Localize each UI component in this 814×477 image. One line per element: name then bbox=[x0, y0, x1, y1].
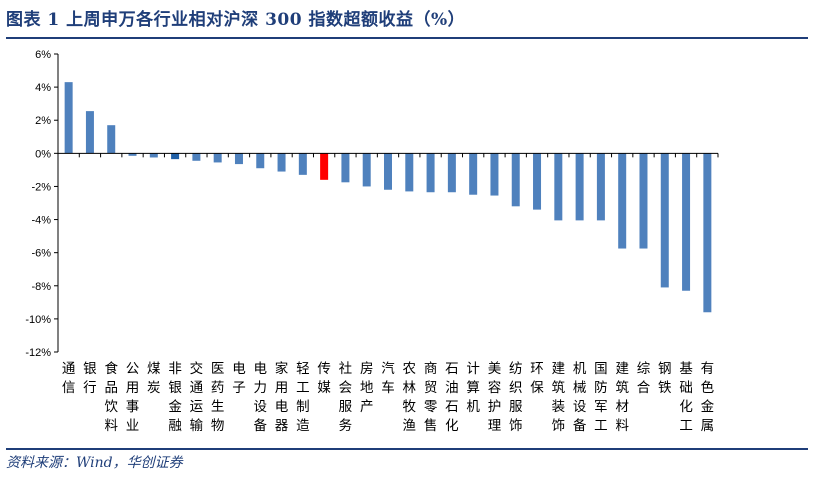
x-category-label: 食品饮料 bbox=[104, 360, 118, 434]
y-axis: 6% 4% 2% 0% -2% -4% -6% -8% -10% -12% bbox=[25, 49, 59, 359]
bar-国防军工 bbox=[596, 153, 605, 221]
y-tick-label: -8% bbox=[31, 281, 51, 293]
y-tick-label: -12% bbox=[25, 347, 51, 359]
bar-电力设备 bbox=[256, 153, 265, 169]
bar-家用电器 bbox=[277, 153, 286, 172]
x-category-label: 医药生物 bbox=[211, 361, 225, 434]
bar-机械设备 bbox=[575, 153, 584, 221]
title-rule bbox=[6, 37, 808, 39]
x-category-label: 美容护理 bbox=[488, 361, 502, 434]
bar-房地产 bbox=[362, 153, 371, 187]
x-category-label: 农林牧渔 bbox=[403, 361, 417, 434]
x-category-label: 国防军工 bbox=[594, 361, 608, 434]
x-category-label: 公用事业 bbox=[126, 361, 140, 434]
bar-通信 bbox=[64, 82, 73, 154]
x-category-label: 通信 bbox=[62, 361, 76, 396]
y-tick-label: 0% bbox=[35, 148, 51, 160]
figure-title: 图表 1 上周申万各行业相对沪深 300 指数超额收益（%） bbox=[6, 10, 466, 30]
x-category-label: 房地产 bbox=[360, 361, 374, 415]
x-category-label: 电子 bbox=[232, 361, 246, 396]
bar-建筑装饰 bbox=[554, 153, 563, 221]
x-category-label: 有色金属 bbox=[701, 361, 715, 434]
figure-source: 资料来源：Wind，华创证券 bbox=[6, 455, 183, 471]
source-rule bbox=[6, 448, 808, 450]
bar-社会服务 bbox=[341, 153, 350, 183]
x-category-label: 基础化工 bbox=[679, 360, 693, 434]
bar-纺织服饰 bbox=[511, 153, 520, 207]
bar-环保 bbox=[533, 153, 542, 210]
x-category-label: 机械设备 bbox=[573, 361, 587, 434]
x-category-label: 环保 bbox=[530, 361, 544, 396]
y-tick-label: -10% bbox=[25, 314, 51, 326]
bar-电子 bbox=[234, 153, 243, 165]
bar-综合 bbox=[639, 153, 648, 249]
bar-银行 bbox=[85, 111, 94, 154]
x-category-label: 社会服务 bbox=[339, 361, 353, 434]
x-axis bbox=[57, 152, 719, 158]
bar-有色金属 bbox=[703, 153, 712, 313]
bar-series bbox=[64, 82, 712, 313]
bar-农林牧渔 bbox=[405, 153, 414, 192]
x-category-label: 建筑装饰 bbox=[552, 361, 566, 434]
x-category-label: 纺织服饰 bbox=[509, 361, 523, 434]
x-category-label: 综合 bbox=[637, 361, 651, 396]
x-category-label: 交通运输 bbox=[190, 360, 204, 434]
category-labels: 通信银行食品饮料公用事业煤炭非银金融交通运输医药生物电子电力设备家用电器轻工制造… bbox=[62, 360, 715, 434]
x-category-label: 汽车 bbox=[381, 361, 395, 396]
bar-公用事业 bbox=[128, 153, 137, 156]
bar-钢铁 bbox=[660, 153, 669, 288]
y-tick-label: 2% bbox=[35, 115, 51, 127]
x-category-label: 家用电器 bbox=[275, 360, 289, 434]
y-tick-label: -2% bbox=[31, 181, 51, 193]
bar-石油石化 bbox=[447, 153, 456, 193]
bar-chart: 6% 4% 2% 0% -2% -4% -6% -8% -10% -12% 通信银行食品饮料公用事… bbox=[25, 49, 719, 434]
y-tick-label: -4% bbox=[31, 215, 51, 227]
x-category-label: 计算机 bbox=[466, 361, 480, 415]
y-tick-label: 4% bbox=[35, 82, 51, 94]
x-category-label: 轻工制造 bbox=[296, 361, 310, 434]
bar-非银金融 bbox=[171, 153, 180, 160]
bar-建筑材料 bbox=[618, 153, 627, 249]
bar-医药生物 bbox=[213, 153, 222, 163]
x-category-label: 非银金融 bbox=[168, 361, 182, 434]
bar-交通运输 bbox=[192, 153, 201, 161]
x-category-label: 钢铁 bbox=[658, 361, 672, 396]
x-category-label: 建筑材料 bbox=[615, 361, 629, 434]
y-tick-label: -6% bbox=[31, 248, 51, 260]
bar-煤炭 bbox=[149, 153, 158, 158]
x-category-label: 煤炭 bbox=[147, 361, 161, 396]
bar-轻工制造 bbox=[298, 153, 307, 175]
y-tick-label: 6% bbox=[35, 49, 51, 61]
x-category-label: 商贸零售 bbox=[424, 361, 438, 434]
x-category-label: 传媒 bbox=[317, 361, 331, 396]
bar-计算机 bbox=[469, 153, 478, 195]
x-category-label: 电力设备 bbox=[254, 361, 268, 434]
bar-基础化工 bbox=[682, 153, 691, 291]
bar-汽车 bbox=[384, 153, 392, 190]
bar-商贸零售 bbox=[426, 153, 435, 193]
bar-传媒 bbox=[320, 153, 329, 180]
x-category-label: 石油石化 bbox=[445, 361, 459, 434]
bar-美容护理 bbox=[490, 153, 499, 196]
bar-食品饮料 bbox=[107, 125, 116, 154]
x-category-label: 银行 bbox=[83, 361, 97, 396]
